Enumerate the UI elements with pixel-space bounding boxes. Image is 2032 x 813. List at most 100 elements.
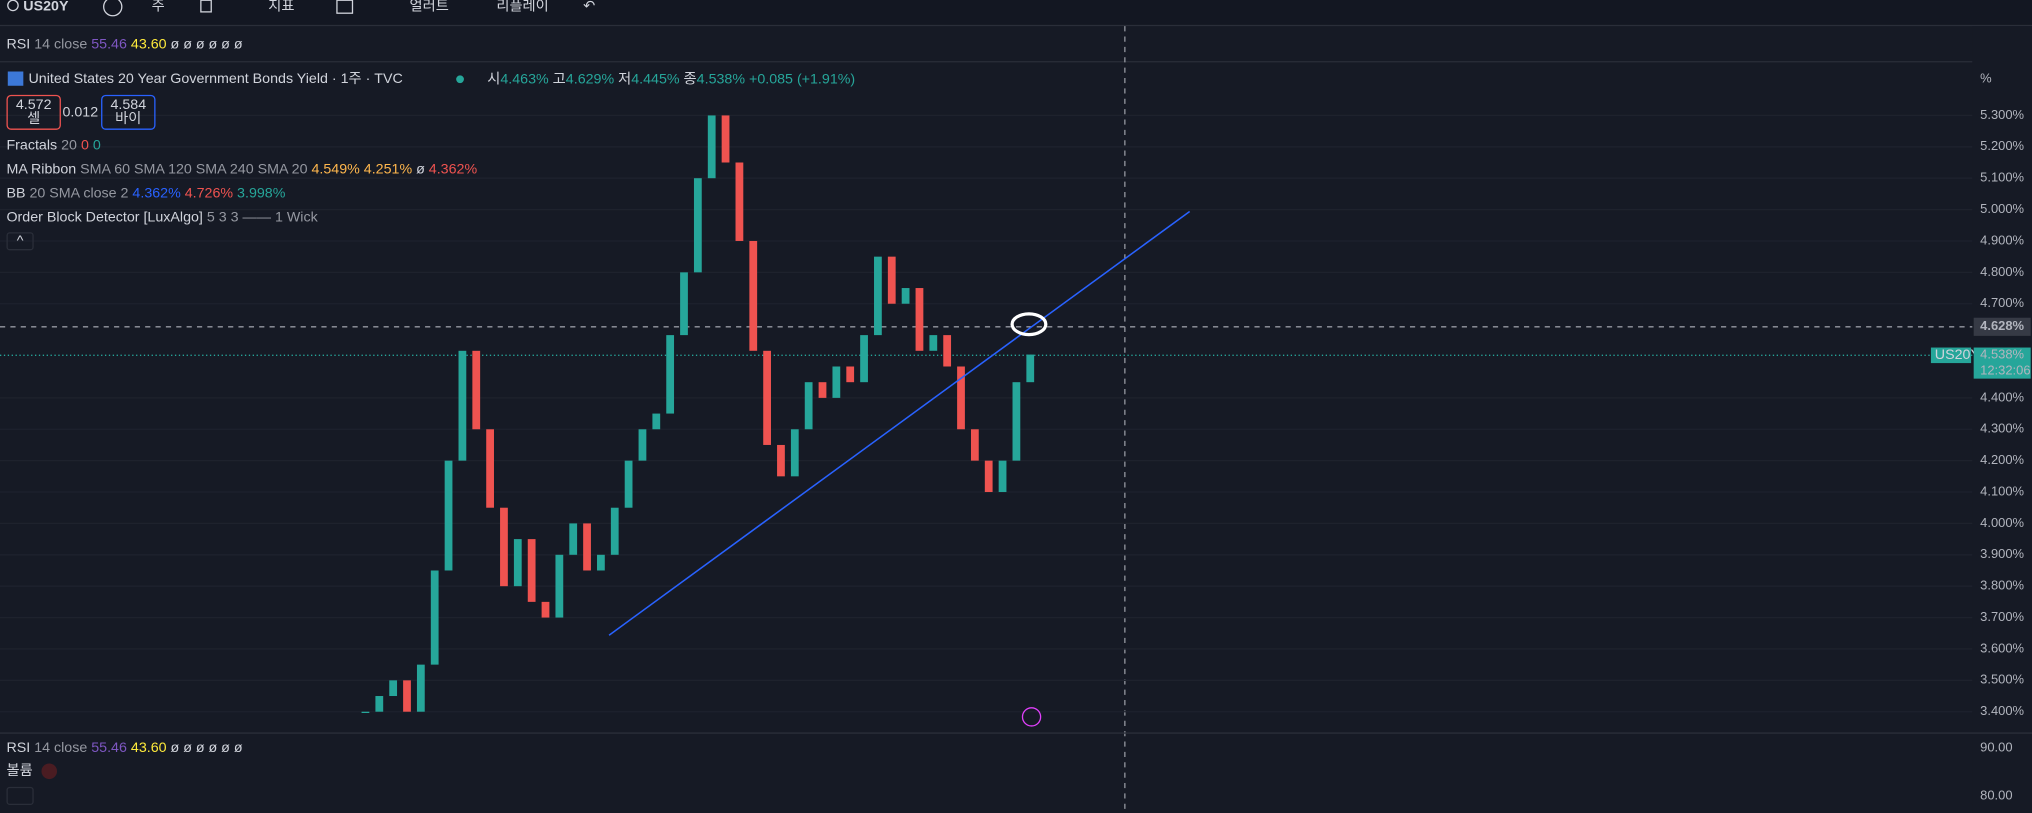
ohlc: 시4.463% 고4.629% 저4.445% 종4.538% +0.085 (…: [487, 70, 855, 87]
candle: [472, 350, 481, 430]
sell-price[interactable]: 4.572: [16, 97, 52, 113]
candle: [583, 523, 591, 571]
candle: [901, 288, 910, 304]
collapse-pane[interactable]: [6, 786, 34, 805]
symbol-tag-text: US20Y: [1935, 347, 1981, 363]
candle: [1026, 354, 1035, 383]
collapse-legend[interactable]: [6, 232, 34, 251]
candle: [749, 240, 758, 351]
price-axis: [1972, 26, 2032, 813]
ohlc-value: 4.538%: [697, 71, 746, 87]
price-tick-label: 4.000%: [1980, 515, 2024, 530]
sell-label[interactable]: 셀: [27, 110, 40, 127]
symbol[interactable]: US20Y: [23, 0, 69, 14]
price-tick-label: 4.700%: [1980, 295, 2024, 310]
buy-price[interactable]: 4.584: [110, 97, 146, 113]
price-tick-label: 4.400%: [1980, 389, 2024, 404]
candle: [998, 460, 1007, 493]
rsi-axis-label: 90.00: [1980, 739, 2012, 754]
price-tick-label: 4.200%: [1980, 452, 2024, 467]
candle: [735, 162, 744, 241]
price-tick-label: 4.100%: [1980, 483, 2024, 498]
candle: [970, 429, 979, 461]
indicator-value: 4.362%: [429, 161, 478, 177]
candle: [403, 680, 411, 712]
layouts[interactable]: [336, 0, 354, 14]
indicator-name: Order Block Detector [LuxAlgo]: [6, 209, 202, 225]
candle: [957, 366, 965, 430]
indicator-legend: MA Ribbon SMA 60 SMA 120 SMA 240 SMA 20 …: [6, 161, 477, 177]
candle: [887, 256, 896, 304]
candle: [721, 115, 730, 163]
candle: [597, 554, 605, 571]
candle: [361, 711, 370, 714]
collapse-icon[interactable]: ^: [17, 233, 24, 249]
indicators-button[interactable]: 지표: [268, 0, 294, 14]
candle: [929, 335, 938, 351]
rsi-value: 55.46: [91, 740, 127, 756]
ohlc-label: 종: [684, 71, 697, 87]
volume-legend: 볼륨: [6, 762, 32, 779]
rsi-name: RSI: [6, 36, 30, 52]
price-plot: [0, 114, 1973, 714]
price-tick-label: 4.800%: [1980, 264, 2024, 279]
axis-unit[interactable]: %: [1980, 71, 1992, 86]
price-tick-label: 5.100%: [1980, 170, 2024, 185]
ohlc-label: 시: [487, 71, 500, 87]
candle: [763, 350, 771, 445]
candle: [915, 288, 924, 351]
candle: [874, 256, 882, 336]
rsi-value: 55.46: [91, 36, 127, 52]
ohlc-label: 저: [618, 70, 631, 87]
alerts-button[interactable]: 얼러트: [410, 0, 449, 14]
add-symbol[interactable]: [103, 0, 123, 17]
indicator-value: 4.726%: [185, 185, 234, 201]
trend-line: [608, 210, 1191, 636]
interval[interactable]: 주: [152, 0, 165, 14]
candle: [652, 413, 661, 430]
candle: [458, 350, 467, 461]
highlight-ellipse: [1010, 312, 1048, 337]
indicator-legend: BB 20 SMA close 2 4.362% 4.726% 3.998%: [6, 185, 285, 201]
candle: [624, 460, 633, 508]
candle: [527, 539, 536, 602]
indicator-legends: Fractals 20 0 0 MA Ribbon SMA 60 SMA 120 …: [6, 137, 477, 225]
countdown: 12:32:06: [1980, 362, 2030, 377]
candle: [832, 366, 841, 398]
candle: [777, 444, 785, 477]
candle: [389, 680, 398, 697]
replay-button[interactable]: 리플레이: [496, 0, 548, 14]
candle: [444, 460, 453, 571]
price-tick-label: 3.900%: [1980, 546, 2024, 561]
rsi-params: 14 close: [34, 36, 87, 52]
ohlc-value: 4.629%: [566, 71, 615, 87]
rsi-empty: ø ø ø ø ø ø: [171, 740, 243, 756]
indicator-value: 3.998%: [237, 185, 286, 201]
symbol-tag: [1930, 347, 1972, 364]
indicator-value: 4.549%: [311, 161, 360, 177]
search-icon[interactable]: [7, 0, 19, 12]
ohlc-change: +0.085 (+1.91%): [749, 71, 855, 87]
buy-label[interactable]: 바이: [115, 110, 141, 127]
warning-icon[interactable]: [41, 763, 58, 780]
price-tick-label: 3.400%: [1980, 703, 2024, 718]
candle: [943, 335, 952, 367]
chart-type[interactable]: [200, 0, 212, 13]
candle: [818, 382, 827, 398]
undo[interactable]: ↶: [583, 0, 595, 14]
event-marker[interactable]: [1021, 707, 1042, 727]
candle: [375, 696, 384, 712]
indicator-name: BB: [6, 185, 25, 201]
indicator-name: Fractals: [6, 137, 57, 153]
candle: [569, 523, 578, 555]
price-tick-label: 5.300%: [1980, 107, 2024, 122]
candle: [541, 601, 550, 618]
indicator-value: 0: [81, 137, 89, 153]
indicator-name: MA Ribbon: [6, 161, 76, 177]
buy-button[interactable]: [101, 94, 156, 130]
rsi-axis-label: 80.00: [1980, 787, 2012, 802]
last-price: 4.538%: [1980, 347, 2024, 362]
sell-button[interactable]: [6, 94, 61, 130]
